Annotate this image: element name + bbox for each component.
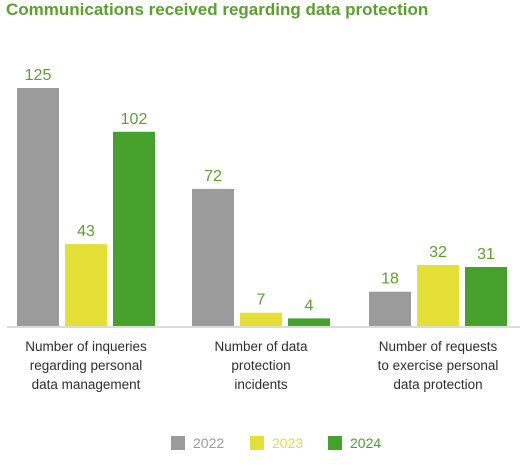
bar-2024-cat1 (113, 131, 155, 326)
legend-label-2024: 2024 (350, 435, 381, 451)
bar-2024-cat3 (465, 266, 507, 326)
category-label-1-line-1: Number of inqueries (25, 339, 147, 354)
category-label-3-line-2: to exercise personal (378, 358, 499, 373)
value-labels-group: 125 72 18 43 7 32 102 4 31 (25, 67, 495, 314)
legend-swatch-2023 (250, 436, 264, 450)
category-label-2-line-1: Number of data (214, 339, 308, 354)
bar-2023-cat3 (417, 265, 459, 326)
bars-group (17, 88, 507, 326)
data-label-2022-cat2: 72 (204, 168, 222, 185)
data-label-2023-cat1: 43 (77, 223, 95, 240)
data-label-2024-cat3: 31 (477, 246, 495, 263)
category-label-3-line-3: data protection (393, 377, 482, 392)
bar-2024-cat2 (288, 318, 330, 326)
data-label-2024-cat2: 4 (305, 297, 314, 314)
data-label-2023-cat2: 7 (257, 292, 266, 309)
legend-swatch-2022 (171, 436, 185, 450)
data-label-2022-cat1: 125 (25, 67, 52, 84)
legend-label-2022: 2022 (193, 435, 224, 451)
bar-2022-cat2 (192, 188, 234, 326)
category-label-2-line-3: incidents (234, 377, 288, 392)
legend-swatch-2024 (328, 436, 342, 450)
category-labels-group: Number of inqueries regarding personal dat… (25, 339, 498, 392)
bar-2023-cat1 (65, 244, 107, 326)
legend: 2022 2023 2024 (171, 435, 381, 451)
bar-2022-cat1 (17, 88, 59, 326)
data-label-2023-cat3: 32 (429, 244, 447, 261)
category-label-1-line-3: data management (32, 377, 141, 392)
category-label-2-line-2: protection (231, 358, 290, 373)
chart-title: Communications received regarding data p… (6, 0, 429, 19)
data-label-2022-cat3: 18 (381, 271, 399, 288)
category-label-3-line-1: Number of requests (379, 339, 498, 354)
bar-2023-cat2 (240, 312, 282, 326)
bar-2022-cat3 (369, 291, 411, 326)
data-label-2024-cat1: 102 (121, 111, 148, 128)
category-label-1-line-2: regarding personal (30, 358, 143, 373)
legend-label-2023: 2023 (272, 435, 303, 451)
